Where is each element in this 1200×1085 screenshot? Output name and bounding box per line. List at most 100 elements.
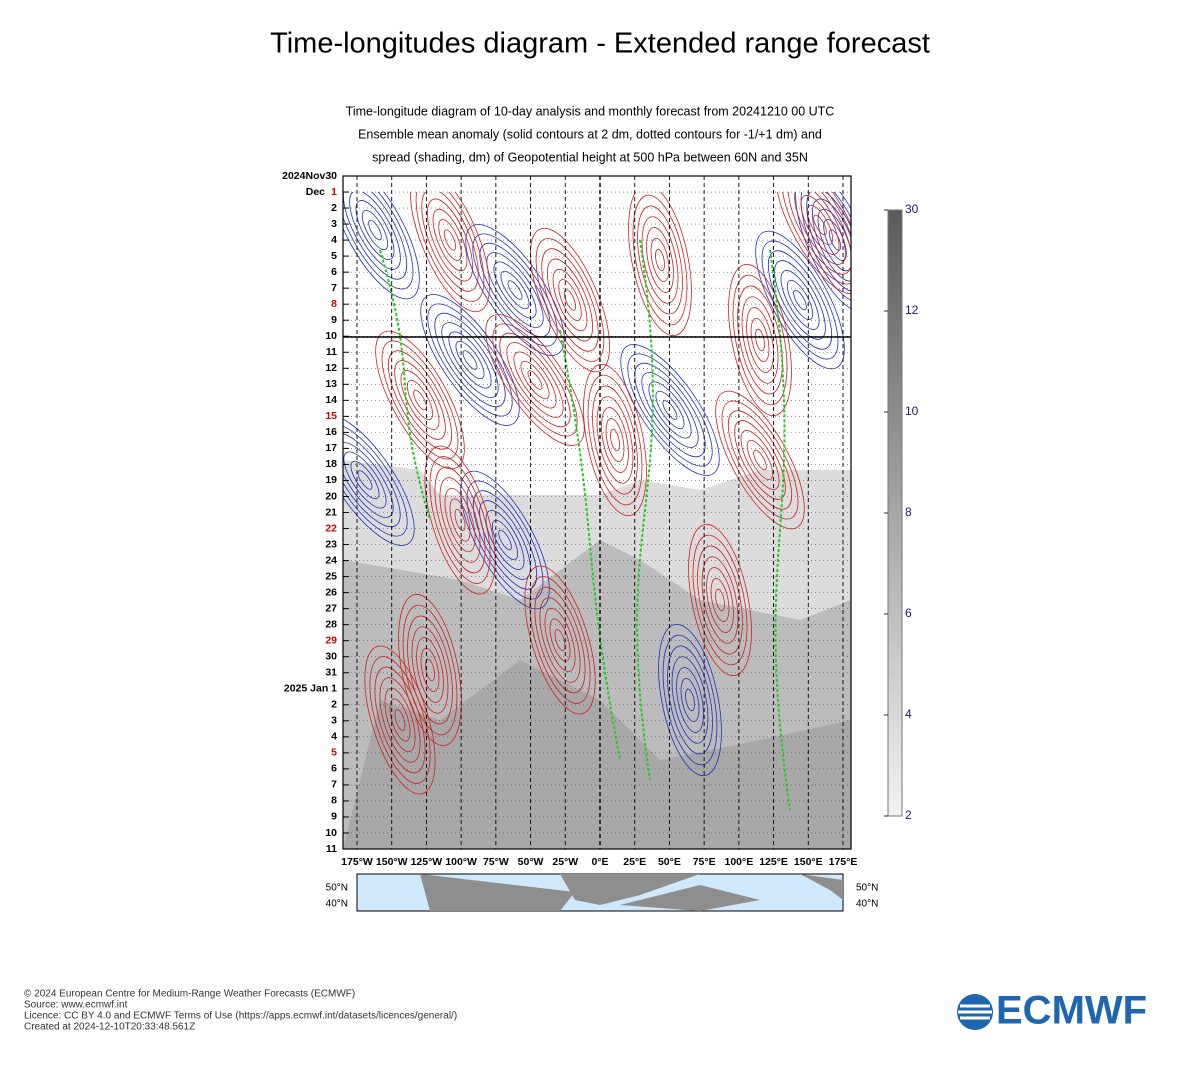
plot-frame	[342, 175, 852, 850]
contour	[662, 400, 678, 420]
contour	[479, 242, 551, 338]
contour	[343, 192, 420, 300]
contour	[460, 470, 550, 610]
contour	[413, 389, 427, 411]
y-tick-label: 18	[325, 458, 337, 470]
contour	[676, 667, 704, 733]
contour	[715, 588, 725, 612]
map-land	[620, 885, 760, 911]
contour	[361, 209, 389, 251]
contour	[728, 263, 792, 417]
contour	[507, 280, 523, 300]
map-lat-label: 40°N	[856, 899, 878, 910]
contour	[350, 460, 380, 500]
y-tick-label: 11	[326, 843, 337, 855]
x-tick-label: 75°E	[693, 856, 716, 868]
contour	[817, 208, 851, 272]
contour	[379, 677, 421, 763]
contour	[746, 439, 774, 481]
plot-title-line: Ensemble mean anomaly (solid contours at…	[358, 127, 822, 141]
contour	[398, 593, 462, 747]
logo-icon-lines	[958, 1004, 992, 1020]
y-tick-label: 7	[331, 282, 337, 294]
contour	[394, 709, 406, 731]
contour	[655, 248, 665, 272]
contour	[605, 417, 625, 463]
y-tick-month: Dec	[306, 186, 325, 198]
y-tick-label: 22	[325, 522, 337, 534]
y-tick-label: 2	[331, 202, 337, 214]
colorbar-label: 12	[905, 303, 919, 317]
contour	[479, 500, 531, 580]
y-tick-label: 30	[325, 650, 337, 662]
x-tick-label: 175°E	[829, 856, 858, 868]
contour	[375, 330, 465, 470]
contour	[641, 216, 679, 304]
x-tick-label: 25°W	[552, 856, 578, 868]
y-tick-label: 11	[326, 346, 337, 358]
contour	[400, 370, 440, 430]
contour	[755, 230, 845, 370]
y-tick-label: 4	[331, 731, 337, 743]
contour	[732, 274, 788, 406]
y-tick-label: 13	[325, 378, 337, 390]
contour	[426, 198, 474, 282]
contour	[541, 248, 599, 352]
contour	[369, 656, 431, 784]
y-tick-label: 25	[325, 570, 337, 582]
x-tick-label: 175°W	[341, 856, 373, 868]
contour	[434, 312, 506, 408]
contour	[486, 252, 544, 328]
map-lat-label: 50°N	[326, 883, 348, 894]
contour	[343, 192, 414, 290]
contour	[425, 658, 435, 682]
contour	[552, 268, 588, 332]
contour	[387, 350, 453, 450]
contour	[667, 645, 713, 755]
contour	[671, 656, 709, 744]
footer-line: © 2024 European Centre for Medium-Range …	[24, 989, 355, 1000]
contour	[434, 466, 486, 574]
y-tick-label: 24	[325, 554, 337, 566]
map-land	[420, 874, 575, 911]
colorbar-label: 6	[905, 606, 912, 620]
contour	[357, 470, 373, 490]
y-tick-label: 31	[325, 667, 337, 679]
contour	[410, 192, 490, 313]
contour	[439, 477, 481, 563]
contour	[795, 192, 851, 313]
contour	[706, 567, 734, 633]
x-tick-label: 50°E	[658, 856, 681, 868]
y-tick-label: 3	[331, 715, 337, 727]
contour	[628, 192, 692, 337]
colorbar-label: 2	[905, 808, 912, 822]
contour	[343, 414, 415, 546]
contour	[641, 372, 699, 448]
contour	[529, 576, 591, 704]
contour	[740, 430, 780, 490]
contour	[786, 279, 814, 321]
contour	[587, 374, 643, 506]
contour	[462, 350, 478, 370]
plot-title-line: spread (shading, dm) of Geopotential hei…	[372, 150, 808, 164]
zero-contour	[769, 249, 791, 811]
y-tick-label: 9	[331, 314, 337, 326]
y-tick-label: 2025 Jan 1	[284, 683, 337, 695]
footer-line: Licence: CC BY 4.0 and ECMWF Terms of Us…	[24, 1011, 457, 1022]
contour	[650, 237, 670, 283]
contour	[499, 332, 571, 428]
contour	[781, 192, 851, 285]
y-tick-label: 26	[325, 586, 337, 598]
contour	[384, 687, 416, 753]
contour	[427, 303, 513, 417]
contour	[368, 219, 382, 241]
map-land	[420, 874, 843, 905]
y-tick-label: 16	[325, 426, 337, 438]
y-tick-label: 2	[331, 699, 337, 711]
contour	[493, 261, 537, 319]
contour	[767, 250, 833, 350]
y-tick-label: 4	[331, 234, 337, 246]
y-tick-label: 29	[325, 634, 337, 646]
